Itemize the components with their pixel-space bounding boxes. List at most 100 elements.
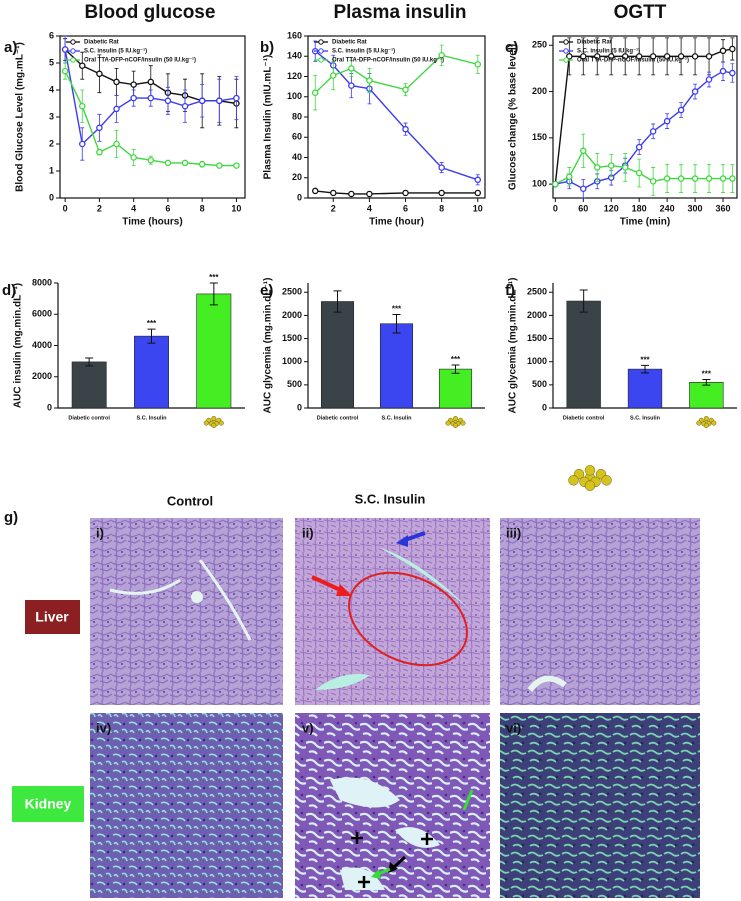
series-line	[315, 190, 478, 195]
x-tick-label: 240	[660, 203, 675, 213]
y-tick-label: 500	[532, 379, 547, 389]
nano-icon	[211, 423, 217, 428]
y-tick-label: 1000	[527, 356, 547, 366]
data-point	[147, 156, 155, 164]
significance: ***	[640, 356, 650, 365]
y-tick-label: 2	[49, 138, 54, 148]
image-liver-control	[90, 518, 283, 705]
image-label: ii)	[302, 525, 314, 540]
data-point	[311, 187, 319, 195]
x-tick-label: 4	[367, 203, 372, 213]
bar	[438, 368, 473, 409]
bar	[196, 293, 232, 409]
y-tick-label: 2000	[282, 310, 302, 320]
histology	[12, 518, 700, 898]
data-point	[96, 148, 103, 156]
data-point	[729, 69, 736, 77]
y-tick-label: 0	[297, 192, 302, 202]
data-point	[474, 189, 482, 197]
legend-marker	[318, 57, 324, 63]
data-point	[348, 65, 355, 72]
data-point	[566, 173, 573, 180]
y-tick-label: 80	[292, 111, 302, 121]
data-point	[61, 67, 69, 75]
plot-frame	[552, 35, 738, 199]
legend-label: Oral TTA-DFP-nCOF/insulin (50 IU.kg⁻¹)	[577, 57, 689, 64]
y-tick-label: 160	[287, 30, 302, 40]
nano-icon	[601, 475, 612, 486]
data-point	[113, 140, 120, 148]
legend-label: S.C. insulin (5 IU.kg⁻¹)	[332, 48, 395, 55]
panel-label: g)	[4, 509, 18, 526]
y-tick-label: 60	[292, 132, 302, 142]
nano-icon	[584, 480, 596, 491]
y-tick-label: 0	[49, 192, 54, 202]
data-point	[580, 53, 587, 60]
data-point	[729, 45, 736, 53]
data-point	[635, 169, 643, 177]
image-kidney-oral	[500, 713, 700, 898]
data-point	[147, 94, 155, 102]
legend-label: S.C. insulin (5 IU.kg⁻¹)	[577, 48, 640, 55]
nano-icon	[453, 423, 458, 428]
x-tick-label: 6	[403, 203, 408, 213]
x-tick-label: 360	[716, 203, 731, 213]
significance: ***	[392, 305, 402, 314]
data-point	[649, 53, 657, 60]
nano-icon	[203, 420, 209, 426]
nano-icon	[703, 423, 709, 428]
data-point	[96, 124, 103, 132]
x-tick-label: 180	[632, 203, 647, 213]
y-tick-label: 200	[532, 86, 547, 96]
nano-icon	[703, 416, 709, 421]
legend-marker	[563, 57, 569, 63]
x-tick-label: 8	[200, 203, 205, 213]
y-tick-label: 500	[287, 379, 302, 389]
data-point	[130, 94, 137, 102]
data-point	[705, 76, 713, 83]
error-bar	[451, 364, 460, 374]
bar	[379, 323, 414, 409]
nano-icon	[584, 465, 596, 476]
data-point	[705, 175, 713, 182]
legend-marker	[318, 48, 324, 54]
y-tick-label: 100	[287, 91, 302, 101]
y-tick-label: 5	[49, 57, 54, 67]
data-point	[438, 164, 445, 171]
x-tick-label: Diabetic control	[68, 415, 110, 421]
data-point	[79, 62, 86, 69]
data-point	[719, 47, 727, 55]
legend-label: Diabetic Rat	[332, 40, 367, 46]
data-point	[566, 53, 573, 60]
data-point	[677, 106, 685, 114]
legend-marker	[70, 57, 76, 63]
nano-icon	[445, 420, 451, 426]
x-tick-label: Diabetic control	[317, 415, 359, 421]
y-tick-label: 0	[542, 402, 547, 412]
x-tick-label: 8	[439, 203, 444, 213]
y-tick-label: 1500	[527, 333, 547, 343]
y-axis-label: Plasma Insulin (mIU.mL⁻¹)	[263, 55, 274, 180]
data-point	[79, 140, 86, 148]
y-tick-label: 2000	[527, 310, 547, 320]
nano-icon	[453, 416, 458, 421]
liver-tag	[25, 600, 80, 634]
data-point	[621, 53, 629, 60]
data-point	[719, 175, 727, 182]
data-point	[691, 53, 699, 60]
data-point	[311, 89, 319, 96]
y-tick-label: 1	[49, 165, 54, 175]
bar	[689, 382, 724, 409]
data-point	[438, 51, 445, 59]
data-point	[113, 105, 120, 113]
data-point	[348, 190, 355, 198]
image-liver-oral	[500, 518, 700, 705]
bar	[71, 361, 107, 409]
data-point	[181, 159, 189, 167]
x-axis-label: Time (min)	[620, 217, 670, 228]
nano-icon	[711, 420, 717, 426]
x-tick-label: 6	[165, 203, 170, 213]
nano-icon	[460, 420, 466, 426]
data-point	[705, 53, 713, 60]
y-tick-label: 100	[532, 178, 547, 188]
